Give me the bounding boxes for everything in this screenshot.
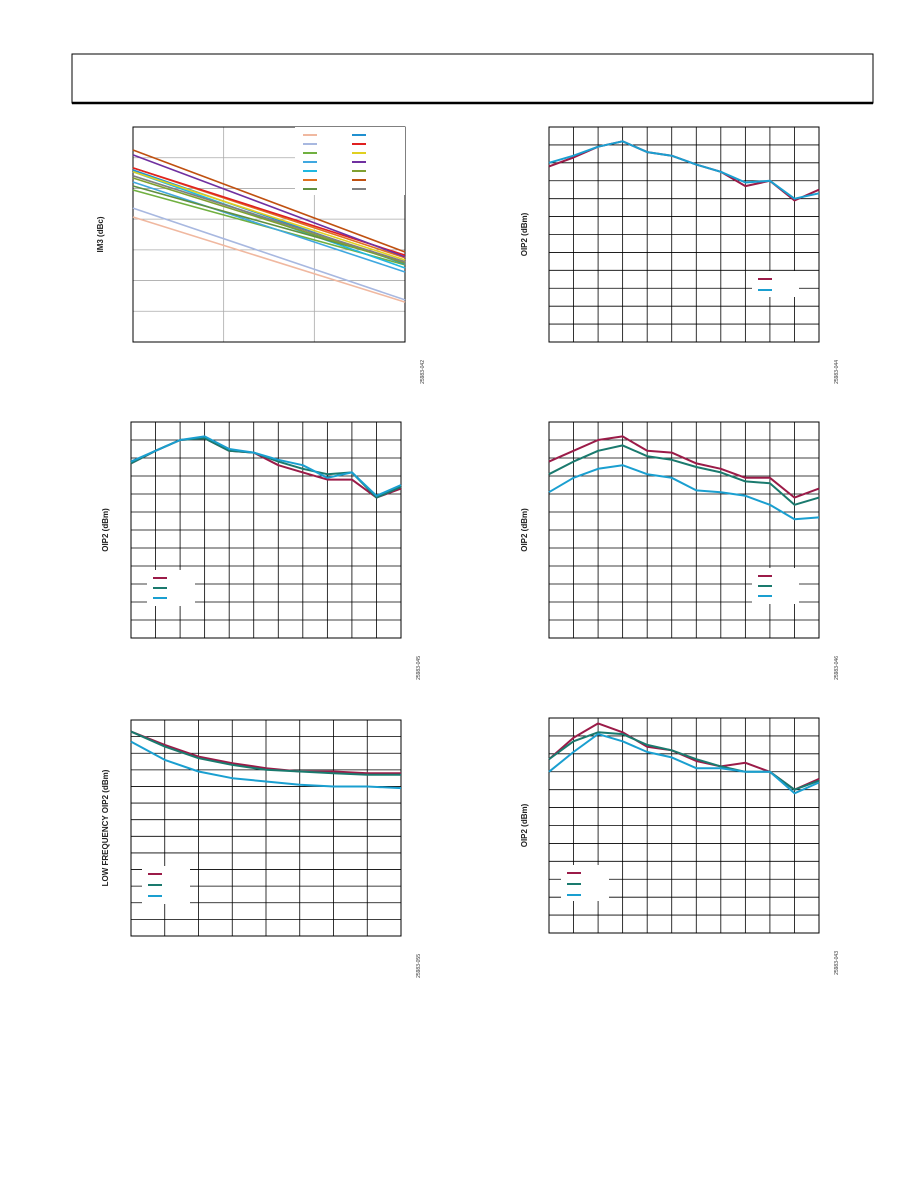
series-line — [130, 730, 401, 776]
y-axis-label: IM3 (dBc) — [96, 216, 105, 252]
plot-border — [132, 126, 406, 343]
chart: IM3 (dBc) 25983-042 — [96, 126, 426, 384]
figure-id: 25983-046 — [834, 656, 840, 680]
series-line — [548, 464, 820, 521]
y-axis-label: OIP2 (dBm) — [101, 508, 110, 552]
plot-border — [548, 126, 820, 343]
series-line — [130, 435, 402, 497]
y-axis-label: OIP2 (dBm) — [520, 803, 529, 847]
series-line — [130, 437, 402, 499]
header-box — [71, 53, 874, 104]
y-axis-label: LOW FREQUENCY OIP2 (dBm) — [101, 769, 110, 886]
series-line — [130, 740, 402, 790]
series-line — [132, 149, 406, 253]
chart: OIP2 (dBm) 25983-043 — [520, 717, 840, 975]
series-line — [132, 171, 406, 261]
figure-id: 25983-043 — [834, 951, 840, 975]
y-axis-label: OIP2 (dBm) — [520, 508, 529, 552]
plot-border — [548, 717, 820, 934]
series-line — [548, 435, 820, 499]
figure-id: 25983-055 — [416, 954, 422, 978]
chart: LOW FREQUENCY OIP2 (dBm) 25983-055 — [101, 719, 422, 978]
chart: OIP2 (dBm) 25983-046 — [520, 421, 840, 680]
series-line — [132, 154, 406, 258]
series-line — [130, 730, 401, 775]
legend-box — [752, 271, 799, 297]
chart: OIP2 (dBm) 25983-044 — [520, 126, 840, 384]
plot-border — [548, 421, 820, 639]
series-line — [132, 175, 406, 263]
y-axis-label: OIP2 (dBm) — [520, 212, 529, 256]
series-line — [130, 437, 402, 499]
plot-border — [130, 719, 402, 937]
series-line — [132, 181, 406, 273]
series-line — [132, 207, 406, 301]
series-line — [132, 216, 406, 303]
figure-id: 25983-045 — [416, 656, 422, 680]
plot-border — [130, 421, 402, 639]
figure-id: 25983-042 — [420, 360, 426, 384]
series-line — [548, 140, 820, 200]
series-line — [548, 733, 820, 795]
chart: OIP2 (dBm) 25983-045 — [101, 421, 422, 680]
series-line — [548, 444, 820, 506]
figure-id: 25983-044 — [834, 360, 840, 384]
series-line — [132, 177, 406, 264]
